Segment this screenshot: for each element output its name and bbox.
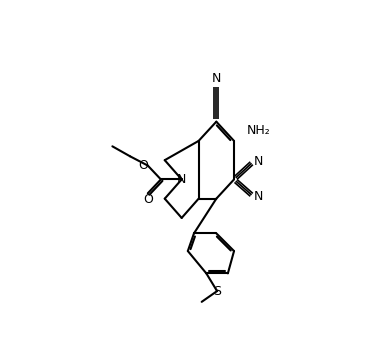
Text: O: O (143, 193, 153, 206)
Text: S: S (213, 285, 221, 298)
Text: N: N (177, 173, 186, 186)
Text: O: O (138, 159, 148, 172)
Text: N: N (253, 190, 263, 203)
Text: N: N (253, 155, 263, 168)
Text: NH₂: NH₂ (247, 124, 271, 137)
Text: N: N (212, 72, 221, 85)
